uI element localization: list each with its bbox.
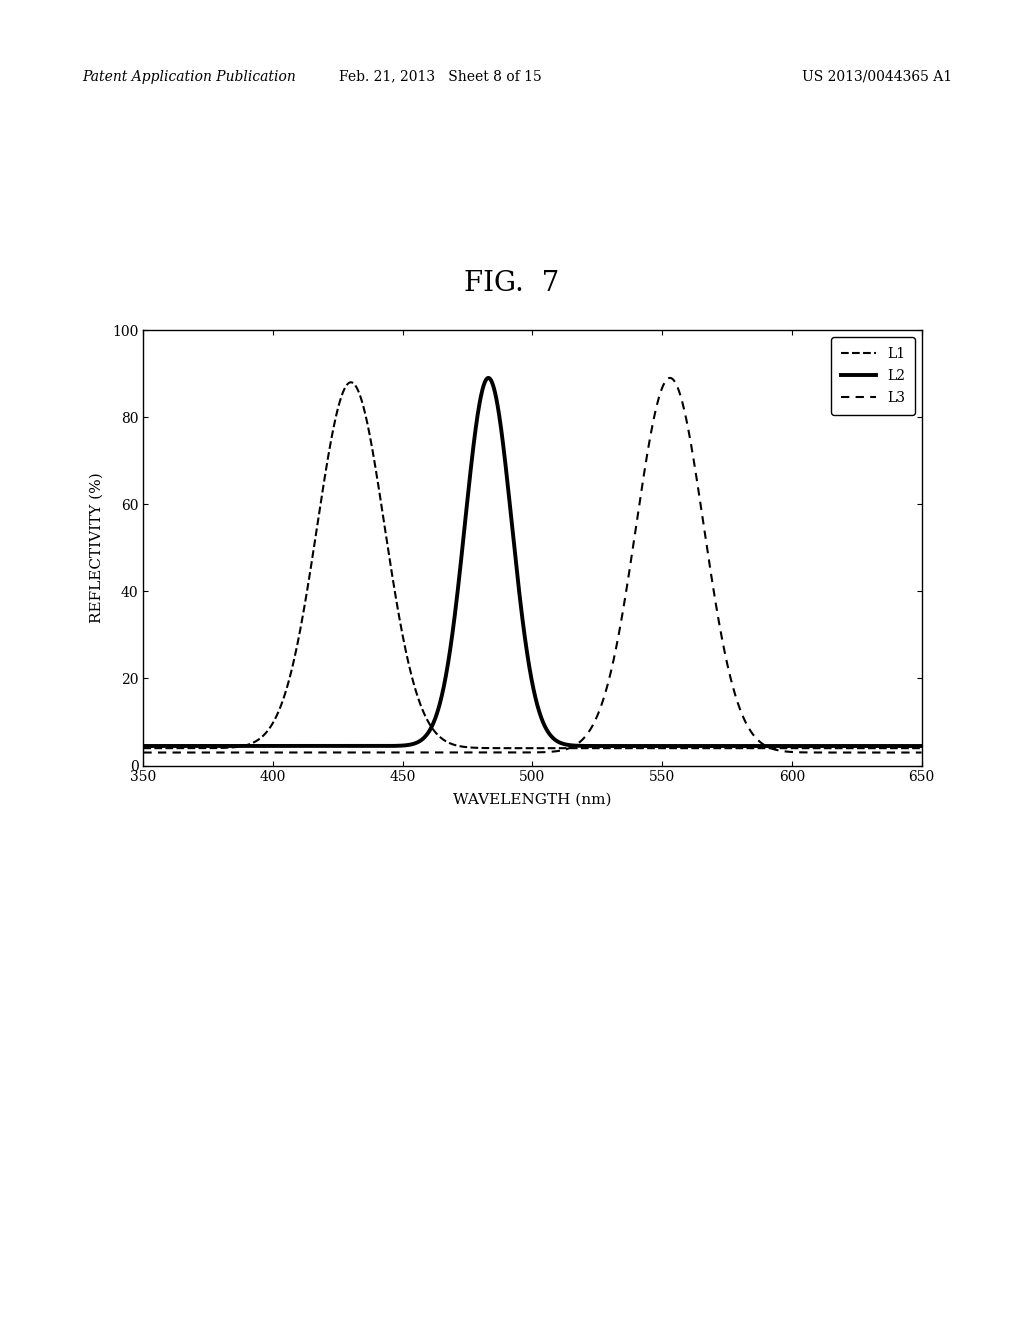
Text: Feb. 21, 2013   Sheet 8 of 15: Feb. 21, 2013 Sheet 8 of 15 <box>339 70 542 83</box>
L2 <box>915 738 928 754</box>
L1 <box>915 741 928 756</box>
L2 <box>137 738 150 754</box>
Y-axis label: REFLECTIVITY (%): REFLECTIVITY (%) <box>90 473 103 623</box>
Text: US 2013/0044365 A1: US 2013/0044365 A1 <box>802 70 952 83</box>
Legend: L1, L2, L3: L1, L2, L3 <box>831 337 914 414</box>
L2 <box>434 692 446 708</box>
L3 <box>604 667 616 682</box>
L3 <box>279 744 291 760</box>
L2 <box>777 738 790 754</box>
Text: Patent Application Publication: Patent Application Publication <box>82 70 296 83</box>
L1 <box>718 741 730 756</box>
L3 <box>915 744 928 760</box>
Line: L1: L1 <box>143 383 922 748</box>
L3 <box>643 433 655 449</box>
L1 <box>777 741 790 756</box>
L1 <box>646 741 658 756</box>
Text: FIG.  7: FIG. 7 <box>464 271 560 297</box>
X-axis label: WAVELENGTH (nm): WAVELENGTH (nm) <box>454 793 611 807</box>
L3 <box>664 370 676 385</box>
L3 <box>434 744 446 760</box>
L3 <box>718 642 730 657</box>
L1 <box>279 686 291 702</box>
Line: L3: L3 <box>143 378 922 752</box>
L3 <box>777 743 790 759</box>
L1 <box>137 741 150 756</box>
L2 <box>643 738 655 754</box>
Line: L2: L2 <box>143 378 922 746</box>
L1 <box>345 375 357 391</box>
L1 <box>604 741 616 756</box>
L1 <box>643 741 655 756</box>
L2 <box>604 738 616 754</box>
L3 <box>137 744 150 760</box>
L1 <box>435 730 447 746</box>
L2 <box>279 738 291 754</box>
L2 <box>718 738 730 754</box>
L2 <box>482 370 495 385</box>
